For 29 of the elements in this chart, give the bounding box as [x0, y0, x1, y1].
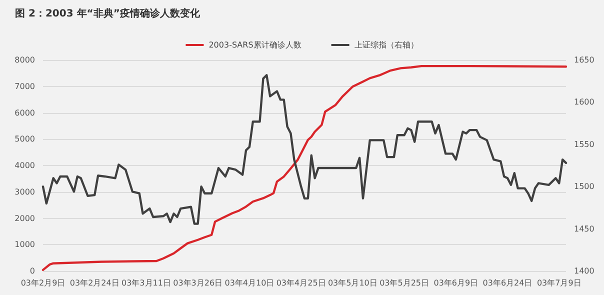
- y2-tick-label: 1650: [574, 56, 594, 64]
- y-tick-label: 5000: [14, 134, 35, 144]
- x-tick-label: 03年2月9日: [20, 278, 66, 288]
- x-tick-label: 03年2月24日: [70, 278, 120, 288]
- chart-title: 图 2：2003 年“非典”疫情确诊人数变化: [15, 8, 201, 20]
- x-tick-label: 03年5月10日: [328, 278, 378, 288]
- x-tick-label: 03年4月10日: [224, 278, 274, 288]
- y-tick-label: 3000: [14, 187, 35, 196]
- y-tick-label: 6000: [14, 108, 35, 118]
- x-tick-label: 03年4月25日: [276, 278, 326, 288]
- x-tick-label: 03年7月9日: [536, 278, 582, 288]
- x-tick-label: 03年3月11日: [121, 278, 171, 288]
- y-tick-label: 2000: [14, 214, 35, 223]
- y-tick-label: 4000: [14, 161, 35, 170]
- y2-tick-label: 1450: [574, 224, 594, 234]
- legend-label: 上证综指（右轴）: [354, 40, 418, 50]
- x-tick-label: 03年6月9日: [434, 278, 478, 288]
- y2-tick-label: 1600: [574, 98, 594, 107]
- y-tick-label: 0: [30, 266, 35, 276]
- x-tick-label: 03年3月26日: [173, 278, 223, 288]
- y2-tick-label: 1550: [574, 140, 594, 149]
- y-tick-label: 8000: [14, 56, 35, 64]
- y-tick-label: 1000: [14, 240, 35, 250]
- y2-tick-label: 1400: [574, 266, 594, 276]
- y-tick-label: 7000: [14, 82, 35, 91]
- x-tick-label: 03年6月24日: [482, 278, 532, 288]
- y2-tick-label: 1500: [574, 182, 594, 192]
- legend-label: 2003-SARS累计确诊人数: [208, 40, 302, 50]
- x-tick-label: 03年5月25日: [380, 278, 430, 288]
